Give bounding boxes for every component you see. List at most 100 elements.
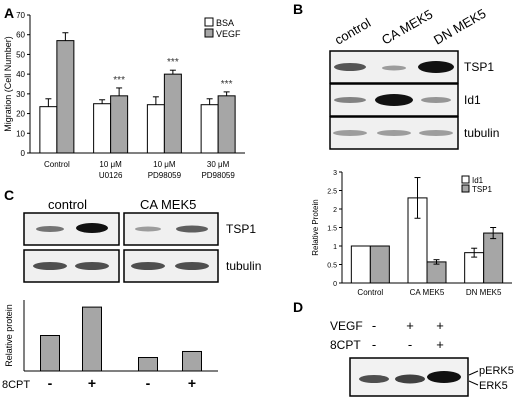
blot-c-row-label: tubulin <box>226 259 261 273</box>
y-tick-label: 30 <box>16 90 25 99</box>
y-axis-label: Relative protein <box>4 304 14 367</box>
significance-annotation: *** <box>167 57 179 68</box>
chart-a: 0 10 20 30 40 50 60 70 Migration (Cell Number) Co… <box>3 11 245 180</box>
blot-band <box>418 61 454 73</box>
blot-band <box>75 262 109 270</box>
legend-swatch <box>204 17 214 27</box>
blot-b: control CA MEK5 DN MEK5 TSP1 Id1 tubulin <box>329 6 499 150</box>
bar <box>350 245 371 284</box>
blot-d-sign: - <box>372 318 376 333</box>
blot-d-row-label: 8CPT <box>330 338 361 352</box>
bar <box>138 357 158 372</box>
blot-d-sign: + <box>406 318 414 333</box>
y-tick-label: 0 <box>21 149 26 158</box>
y-tick-label: 40 <box>16 70 25 79</box>
y-tick-label: 10 <box>16 129 25 138</box>
blot-b-row-label: TSP1 <box>464 60 494 74</box>
x-tick-label: Control <box>44 160 70 169</box>
bar <box>483 232 504 284</box>
legend-label: VEGF <box>216 29 241 39</box>
legend-swatch <box>461 175 470 184</box>
x-tick-label: CA MEK5 <box>410 288 445 297</box>
blot-band <box>419 130 453 136</box>
blot-d-sign: - <box>372 337 376 352</box>
x-category-label: 8CPT <box>2 379 30 391</box>
x-tick-label: 10 μM <box>153 160 176 169</box>
y-axis-label: Relative Protein <box>311 199 320 255</box>
blot-b-lane-label: control <box>332 15 373 48</box>
blot-d-sign: + <box>436 318 444 333</box>
bar <box>182 350 202 372</box>
blot-d-sign: + <box>436 337 444 352</box>
x-tick-label: - <box>48 375 53 391</box>
blot-band <box>131 262 165 270</box>
bar <box>39 106 58 154</box>
legend-swatch <box>204 28 214 38</box>
x-tick-label: 30 μM <box>207 160 230 169</box>
significance-annotation: *** <box>113 75 125 86</box>
blot-c-row-label: TSP1 <box>226 222 256 236</box>
panel-letter-c: C <box>4 187 14 203</box>
band-pointer <box>468 380 479 386</box>
y-tick-label: 0 <box>333 281 337 288</box>
blot-band <box>333 130 367 136</box>
bar <box>146 104 165 154</box>
bar <box>426 261 447 284</box>
x-tick-label: PD98059 <box>201 171 235 180</box>
panel-letter-d: D <box>293 299 303 315</box>
legend-swatch <box>461 184 470 193</box>
blot-band <box>382 65 406 71</box>
x-tick-label: - <box>146 375 151 391</box>
bar <box>200 104 219 154</box>
blot-d-sign: - <box>408 337 412 352</box>
chart-b: 0 0.5 1 1.5 2 2.5 3 Relative Protein Control CA M… <box>311 170 512 297</box>
y-tick-label: 50 <box>16 50 25 59</box>
blot-band <box>135 226 161 232</box>
blot-d-band-label: ERK5 <box>479 380 508 392</box>
y-tick-label: 2 <box>333 207 337 214</box>
y-tick-label: 0.5 <box>327 263 337 270</box>
legend-label: Id1 <box>472 176 484 185</box>
blot-band <box>334 97 366 103</box>
blot-b-lane-label: CA MEK5 <box>379 6 435 47</box>
y-tick-label: 20 <box>16 110 25 119</box>
blot-band <box>33 262 67 270</box>
x-tick-label: DN MEK5 <box>466 288 502 297</box>
x-tick-label: U0126 <box>99 171 123 180</box>
y-tick-label: 70 <box>16 11 25 20</box>
panel-letter-b: B <box>293 1 303 17</box>
band-pointer <box>468 370 479 376</box>
blot-c-group-label: CA MEK5 <box>140 197 196 212</box>
y-tick-label: 2.5 <box>327 189 337 196</box>
blot-band <box>377 130 411 136</box>
blot-band <box>76 223 108 233</box>
blot-d: VEGF 8CPT - + + - - + pERK5 ERK5 <box>330 318 514 397</box>
blot-band <box>375 94 413 106</box>
x-tick-label: Control <box>357 288 383 297</box>
legend-label: BSA <box>216 18 234 28</box>
blot-band <box>427 371 461 383</box>
x-tick-label: 10 μM <box>99 160 122 169</box>
legend-label: TSP1 <box>472 185 493 194</box>
y-tick-label: 60 <box>16 31 25 40</box>
bar <box>40 335 60 372</box>
bar <box>82 306 102 372</box>
significance-annotation: *** <box>221 79 233 90</box>
y-axis-label: Migration (Cell Number) <box>3 36 13 132</box>
blot-band <box>36 226 64 232</box>
blot-band <box>395 374 425 384</box>
bar <box>217 95 236 154</box>
bar <box>56 40 75 154</box>
blot-band <box>176 225 208 233</box>
blot-band <box>421 97 451 103</box>
bar <box>110 95 129 154</box>
blot-d-row-label: VEGF <box>330 319 363 333</box>
blot-band <box>359 375 389 383</box>
blot-c-group-label: control <box>48 197 87 212</box>
panel-letter-a: A <box>4 5 14 21</box>
y-tick-label: 3 <box>333 170 337 177</box>
blot-d-band-label: pERK5 <box>479 365 514 377</box>
bar <box>93 103 112 154</box>
blot-band <box>334 63 366 71</box>
